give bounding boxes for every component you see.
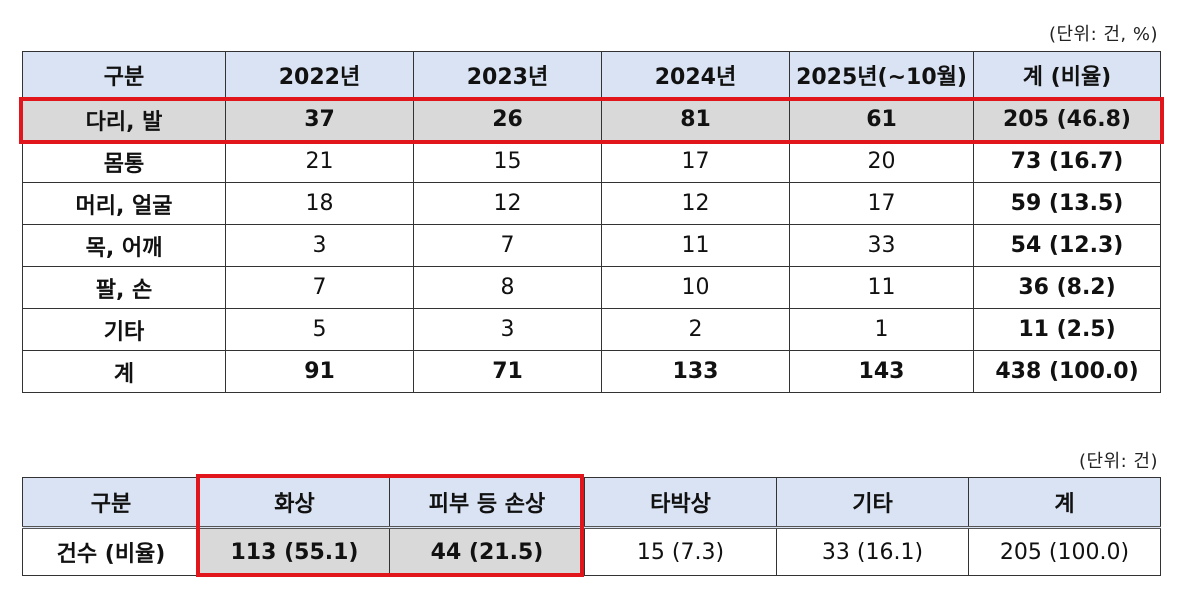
header-bruise: 타박상	[584, 477, 777, 529]
header-other: 기타	[776, 477, 969, 529]
cell-2025: 61	[789, 98, 974, 141]
cell-2023: 8	[413, 266, 602, 309]
injury-site-table: 구분 2022년 2023년 2024년 2025년(~10월) 계 (비율) …	[22, 51, 1161, 393]
header-category: 구분	[22, 51, 226, 99]
header-skin-damage: 피부 등 손상	[389, 477, 585, 529]
row-label: 다리, 발	[22, 98, 226, 141]
cell-2025: 17	[789, 182, 974, 225]
row-label: 계	[22, 350, 226, 393]
table-row-total: 계 91 71 133 143 438 (100.0)	[22, 350, 1161, 393]
cell-burn: 113 (55.1)	[199, 527, 390, 576]
table-row-neck-shoulder: 목, 어깨 3 7 11 33 54 (12.3)	[22, 224, 1161, 267]
header-2024: 2024년	[601, 51, 790, 99]
table-row-other: 기타 5 3 2 1 11 (2.5)	[22, 308, 1161, 351]
cell-2023: 12	[413, 182, 602, 225]
cell-bruise: 15 (7.3)	[584, 527, 777, 576]
cell-2024: 12	[601, 182, 790, 225]
table1-unit-label: (단위: 건, %)	[1048, 24, 1158, 45]
header-2025: 2025년(~10월)	[789, 51, 974, 99]
cell-total: 205 (100.0)	[968, 527, 1161, 576]
header-total-ratio: 계 (비율)	[973, 51, 1161, 99]
cell-2022: 3	[225, 224, 414, 267]
cell-2024: 81	[601, 98, 790, 141]
table-row-torso: 몸통 21 15 17 20 73 (16.7)	[22, 140, 1161, 183]
injury-type-table: 구분 화상 피부 등 손상 타박상 기타 계 건수 (비율) 113 (55.1…	[22, 477, 1161, 576]
cell-other: 33 (16.1)	[776, 527, 969, 576]
header-burn: 화상	[199, 477, 390, 529]
row-label: 팔, 손	[22, 266, 226, 309]
cell-2022: 37	[225, 98, 414, 141]
cell-2025: 1	[789, 308, 974, 351]
table-row-legs-feet: 다리, 발 37 26 81 61 205 (46.8)	[22, 98, 1161, 141]
cell-total: 205 (46.8)	[973, 98, 1161, 141]
cell-2024: 11	[601, 224, 790, 267]
table1-header-row: 구분 2022년 2023년 2024년 2025년(~10월) 계 (비율)	[22, 51, 1161, 99]
cell-2025: 33	[789, 224, 974, 267]
row-label: 기타	[22, 308, 226, 351]
cell-2025: 143	[789, 350, 974, 393]
table-row-count-ratio: 건수 (비율) 113 (55.1) 44 (21.5) 15 (7.3) 33…	[22, 527, 1161, 576]
table2-unit-label: (단위: 건)	[1078, 451, 1158, 472]
cell-2023: 71	[413, 350, 602, 393]
cell-2022: 7	[225, 266, 414, 309]
cell-2024: 2	[601, 308, 790, 351]
cell-2025: 20	[789, 140, 974, 183]
row-label: 건수 (비율)	[22, 527, 200, 576]
header-total: 계	[968, 477, 1161, 529]
cell-2022: 91	[225, 350, 414, 393]
row-label: 몸통	[22, 140, 226, 183]
cell-2024: 17	[601, 140, 790, 183]
cell-skin-damage: 44 (21.5)	[389, 527, 585, 576]
cell-total: 438 (100.0)	[973, 350, 1161, 393]
table2-header-row: 구분 화상 피부 등 손상 타박상 기타 계	[22, 477, 1161, 529]
cell-2023: 7	[413, 224, 602, 267]
cell-2022: 21	[225, 140, 414, 183]
cell-2025: 11	[789, 266, 974, 309]
row-label: 목, 어깨	[22, 224, 226, 267]
cell-total: 54 (12.3)	[973, 224, 1161, 267]
cell-2023: 3	[413, 308, 602, 351]
table-row-head-face: 머리, 얼굴 18 12 12 17 59 (13.5)	[22, 182, 1161, 225]
cell-2022: 18	[225, 182, 414, 225]
header-2022: 2022년	[225, 51, 414, 99]
header-category: 구분	[22, 477, 200, 529]
cell-total: 73 (16.7)	[973, 140, 1161, 183]
row-label: 머리, 얼굴	[22, 182, 226, 225]
cell-2023: 15	[413, 140, 602, 183]
cell-2024: 133	[601, 350, 790, 393]
table-row-arm-hand: 팔, 손 7 8 10 11 36 (8.2)	[22, 266, 1161, 309]
cell-2024: 10	[601, 266, 790, 309]
cell-2023: 26	[413, 98, 602, 141]
cell-total: 11 (2.5)	[973, 308, 1161, 351]
header-2023: 2023년	[413, 51, 602, 99]
cell-2022: 5	[225, 308, 414, 351]
cell-total: 59 (13.5)	[973, 182, 1161, 225]
cell-total: 36 (8.2)	[973, 266, 1161, 309]
